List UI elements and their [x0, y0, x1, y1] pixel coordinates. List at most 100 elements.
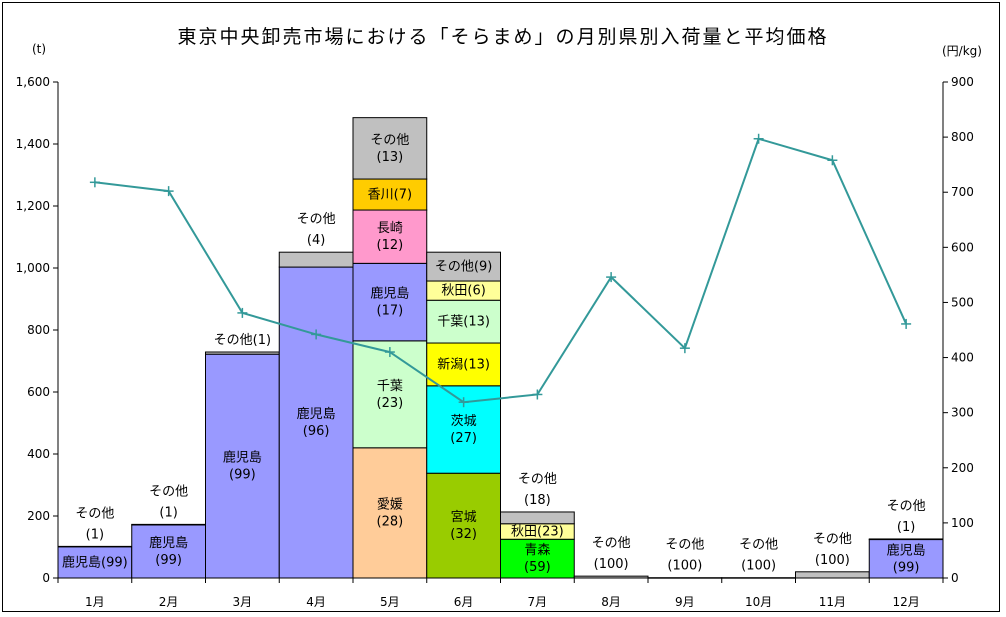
left-tick-label: 1,600: [16, 75, 50, 89]
right-tick-label: 600: [951, 240, 974, 254]
segment-label: 茨城: [451, 414, 477, 429]
top-label: その他: [149, 484, 188, 499]
right-tick-label: 0: [951, 571, 959, 585]
segment-label: 鹿児島: [297, 406, 336, 422]
top-label: その他: [297, 212, 336, 227]
x-tick-label: 4月: [306, 595, 326, 609]
x-tick-label: 11月: [819, 595, 846, 609]
segment-label: 長崎: [377, 221, 403, 236]
bar-segment-other: [500, 511, 575, 525]
segment-label: 宮城: [451, 509, 477, 525]
bar-segment-ehime: [352, 447, 428, 579]
top-label: (18): [524, 493, 551, 508]
right-tick-label: 400: [951, 351, 974, 365]
bar-segment-other: [352, 117, 428, 180]
bar-segment-kagoshima: [278, 266, 354, 579]
segment-label: 秋田(6): [441, 284, 485, 299]
left-tick-label: 800: [27, 323, 50, 337]
price-line: [94, 137, 908, 404]
top-label: (100): [667, 559, 702, 574]
left-tick-label: 400: [27, 447, 50, 461]
right-tick-label: 100: [951, 516, 974, 530]
left-tick-label: 1,200: [16, 199, 50, 213]
bar-segment-other: [573, 575, 649, 579]
segment-label: 千葉: [377, 379, 403, 394]
segment-label: (23): [377, 396, 404, 411]
bar-segment-kagoshima: [205, 353, 280, 579]
bar-segment-other: [647, 577, 723, 579]
segment-label: (99): [155, 553, 182, 568]
bar-segment-other: [278, 251, 354, 268]
segment-label: (59): [524, 560, 551, 575]
x-tick-label: 7月: [528, 595, 548, 609]
segment-label: 新潟(13): [437, 356, 490, 372]
segment-label: (96): [303, 424, 330, 439]
segment-label: (99): [893, 560, 920, 575]
bar-segment-other: [868, 538, 944, 541]
right-tick-label: 800: [951, 130, 974, 144]
chart-title: 東京中央卸売市場における「そらまめ」の月別県別入荷量と平均価格: [177, 26, 829, 48]
segment-label: その他(9): [435, 260, 492, 275]
segment-label: (13): [377, 150, 404, 165]
x-tick-label: 2月: [159, 595, 179, 609]
segment-label: 香川(7): [368, 188, 412, 203]
top-label: その他(1): [214, 333, 271, 348]
top-label: その他: [665, 538, 704, 553]
top-label: その他: [813, 532, 852, 547]
segment-label: 鹿児島: [887, 542, 926, 558]
segment-label: 鹿児島: [370, 286, 409, 302]
bar-segment-nagasaki: [352, 209, 428, 264]
top-label: その他: [75, 506, 114, 521]
bar-segment-miyagi: [426, 472, 501, 579]
left-tick-label: 1,000: [16, 261, 50, 275]
x-tick-label: 6月: [454, 595, 474, 609]
top-label: (100): [594, 557, 629, 572]
left-axis-unit: (t): [32, 42, 47, 56]
segment-label: 青森: [524, 543, 550, 558]
segment-label: その他: [370, 133, 409, 148]
left-tick-label: 1,400: [16, 137, 50, 151]
segment-label: 千葉(13): [437, 315, 490, 330]
x-tick-label: 8月: [601, 595, 621, 609]
segment-label: (12): [377, 238, 404, 253]
right-tick-label: 300: [951, 406, 974, 420]
segment-label: 鹿児島: [149, 535, 188, 551]
bar-segment-kagoshima: [131, 524, 206, 579]
right-axis-unit: (円/kg): [942, 44, 982, 58]
right-tick-label: 900: [951, 75, 974, 89]
right-tick-label: 500: [951, 295, 974, 309]
bar-segment-other: [795, 571, 870, 579]
left-tick-label: 600: [27, 385, 50, 399]
x-tick-label: 9月: [675, 595, 695, 609]
bar-segment-other: [721, 577, 796, 579]
top-label: (100): [815, 553, 850, 568]
bar-segment-other: [131, 523, 206, 526]
top-label: その他: [887, 499, 926, 514]
top-label: (1): [897, 520, 915, 535]
bar-segment-kagoshima: [352, 262, 428, 342]
bar-segment-kagoshima: [868, 539, 944, 579]
segment-label: (32): [450, 527, 477, 542]
bar-segment-other: [57, 545, 133, 548]
segment-label: (17): [377, 304, 404, 319]
x-tick-label: 3月: [233, 595, 253, 609]
left-tick-label: 200: [27, 509, 50, 523]
top-label: (4): [307, 233, 325, 248]
right-tick-label: 200: [951, 461, 974, 475]
x-tick-label: 1月: [85, 595, 105, 609]
segment-label: (28): [377, 514, 404, 529]
top-label: (100): [741, 559, 776, 574]
segment-label: 鹿児島(99): [62, 554, 128, 570]
x-tick-label: 10月: [745, 595, 772, 609]
top-label: その他: [592, 536, 631, 551]
segment-label: 秋田(23): [511, 525, 564, 540]
left-tick-label: 0: [42, 571, 50, 585]
segment-label: (27): [450, 431, 477, 446]
top-label: その他: [518, 472, 557, 487]
top-label: (1): [86, 527, 104, 542]
right-tick-label: 700: [951, 185, 974, 199]
bar-segment-other: [426, 251, 501, 282]
bar-segment-chiba: [352, 340, 428, 449]
bar-segment-other: [205, 351, 280, 355]
